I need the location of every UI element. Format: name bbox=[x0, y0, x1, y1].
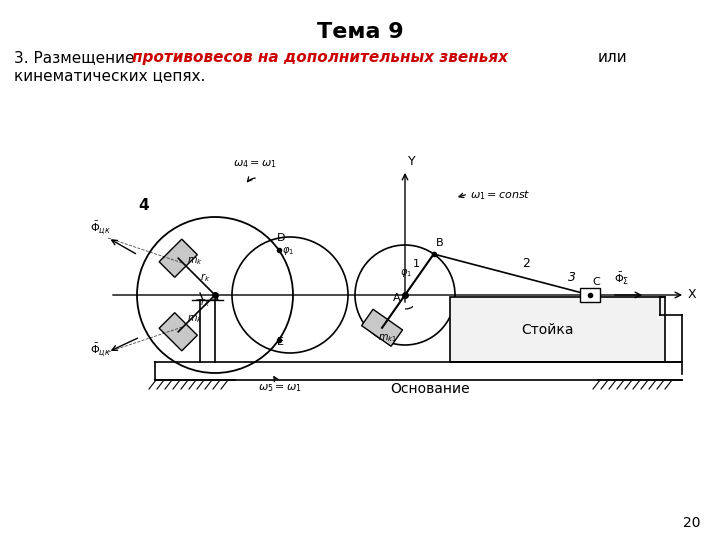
Text: $\bar{\Phi}_\Sigma$: $\bar{\Phi}_\Sigma$ bbox=[614, 271, 629, 287]
Text: Y: Y bbox=[408, 155, 415, 168]
Text: Тема 9: Тема 9 bbox=[317, 22, 403, 42]
Text: кинематических цепях.: кинематических цепях. bbox=[14, 68, 205, 83]
Text: $\omega_4 = \omega_1$: $\omega_4 = \omega_1$ bbox=[233, 158, 277, 170]
FancyBboxPatch shape bbox=[580, 288, 600, 302]
Text: A: A bbox=[393, 293, 400, 303]
Text: $\bar{\Phi}_{цк}$: $\bar{\Phi}_{цк}$ bbox=[90, 342, 111, 359]
Text: 4: 4 bbox=[138, 198, 148, 213]
Text: $m_{k1}$: $m_{k1}$ bbox=[377, 332, 397, 343]
Text: 3: 3 bbox=[568, 271, 576, 284]
Polygon shape bbox=[361, 309, 402, 346]
Text: $\omega_1 = const$: $\omega_1 = const$ bbox=[470, 188, 531, 202]
Text: $r_k$: $r_k$ bbox=[200, 296, 210, 309]
Text: $m_k$: $m_k$ bbox=[187, 255, 202, 267]
Polygon shape bbox=[159, 239, 197, 278]
Text: 1: 1 bbox=[413, 259, 420, 269]
Text: $\bar{\Phi}_{цк}$: $\bar{\Phi}_{цк}$ bbox=[90, 220, 111, 237]
Text: 2: 2 bbox=[522, 256, 530, 269]
Text: или: или bbox=[598, 50, 628, 65]
Text: 3. Размещение: 3. Размещение bbox=[14, 50, 135, 65]
Polygon shape bbox=[159, 313, 197, 351]
Text: $m_k$: $m_k$ bbox=[187, 313, 202, 325]
Text: Основание: Основание bbox=[390, 382, 470, 396]
Text: E: E bbox=[277, 337, 284, 347]
Text: B: B bbox=[436, 238, 444, 248]
Text: D: D bbox=[277, 233, 285, 243]
FancyBboxPatch shape bbox=[450, 297, 665, 362]
Text: противовесов на дополнительных звеньях: противовесов на дополнительных звеньях bbox=[132, 50, 508, 65]
Text: $\varphi_1$: $\varphi_1$ bbox=[400, 267, 412, 279]
Text: 20: 20 bbox=[683, 516, 700, 530]
Text: C: C bbox=[592, 277, 600, 287]
Text: $\omega_5 = \omega_1$: $\omega_5 = \omega_1$ bbox=[258, 382, 302, 394]
Text: Стойка: Стойка bbox=[521, 322, 574, 336]
Text: X: X bbox=[688, 288, 697, 301]
Text: $r_k$: $r_k$ bbox=[200, 271, 210, 284]
Text: $\varphi_1$: $\varphi_1$ bbox=[282, 245, 294, 257]
